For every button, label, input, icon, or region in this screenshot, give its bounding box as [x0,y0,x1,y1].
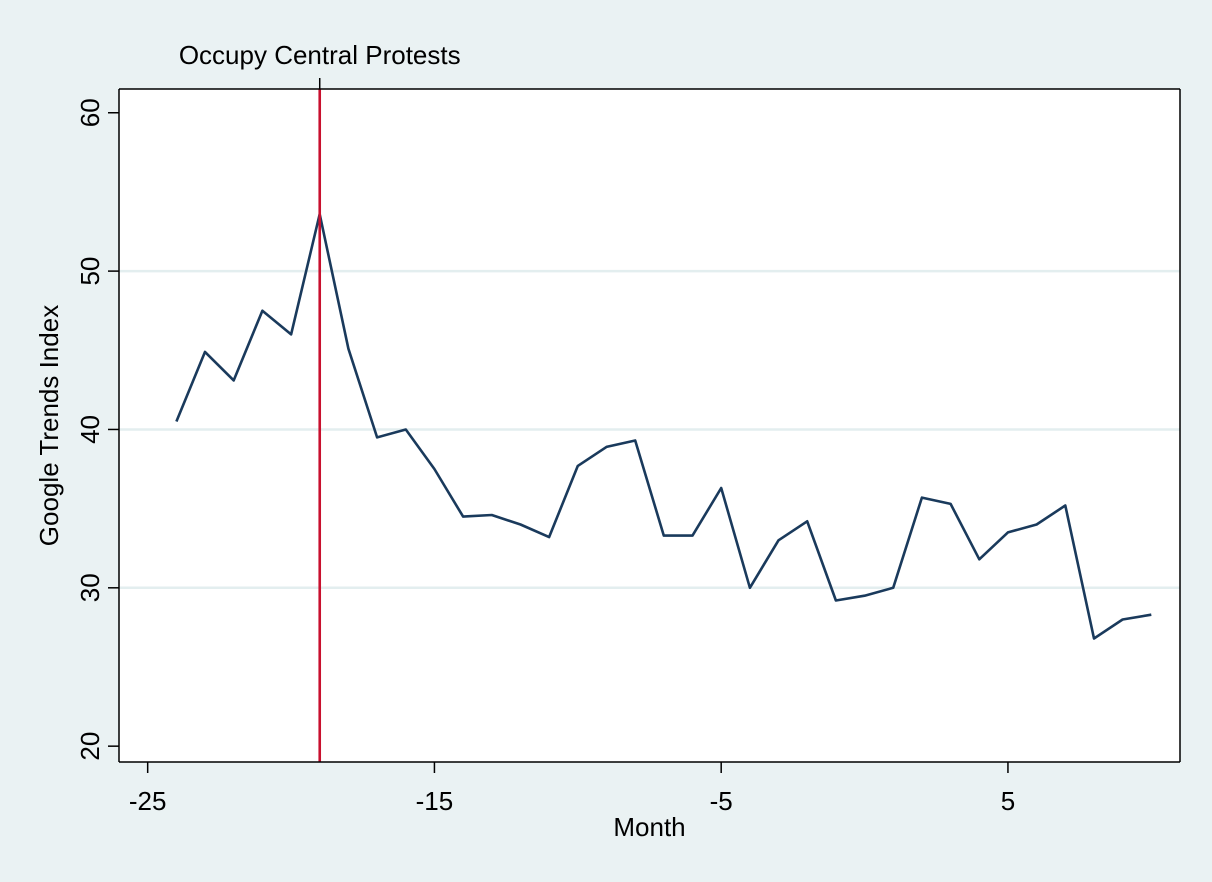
y-tick-label: 40 [75,415,105,444]
x-tick-label: -5 [710,786,733,816]
x-tick-label: -15 [416,786,454,816]
y-axis-label: Google Trends Index [34,305,64,546]
annotation-layer: Occupy Central Protests [179,40,461,762]
series-line [175,212,1152,640]
annotation-label: Occupy Central Protests [179,40,461,70]
axes: 20 30 40 50 60 -25 -15 -5 5 [75,88,1181,816]
y-tick-label: 50 [75,257,105,286]
y-tick-label: 20 [75,732,105,761]
x-axis-label: Month [613,812,685,842]
x-tick-label: 5 [1001,786,1015,816]
y-tick-label: 60 [75,98,105,127]
series-layer [175,212,1152,640]
plot-area [119,89,1180,762]
x-tick-label: -25 [129,786,167,816]
y-tick-label: 30 [75,573,105,602]
gridlines [119,269,1180,590]
